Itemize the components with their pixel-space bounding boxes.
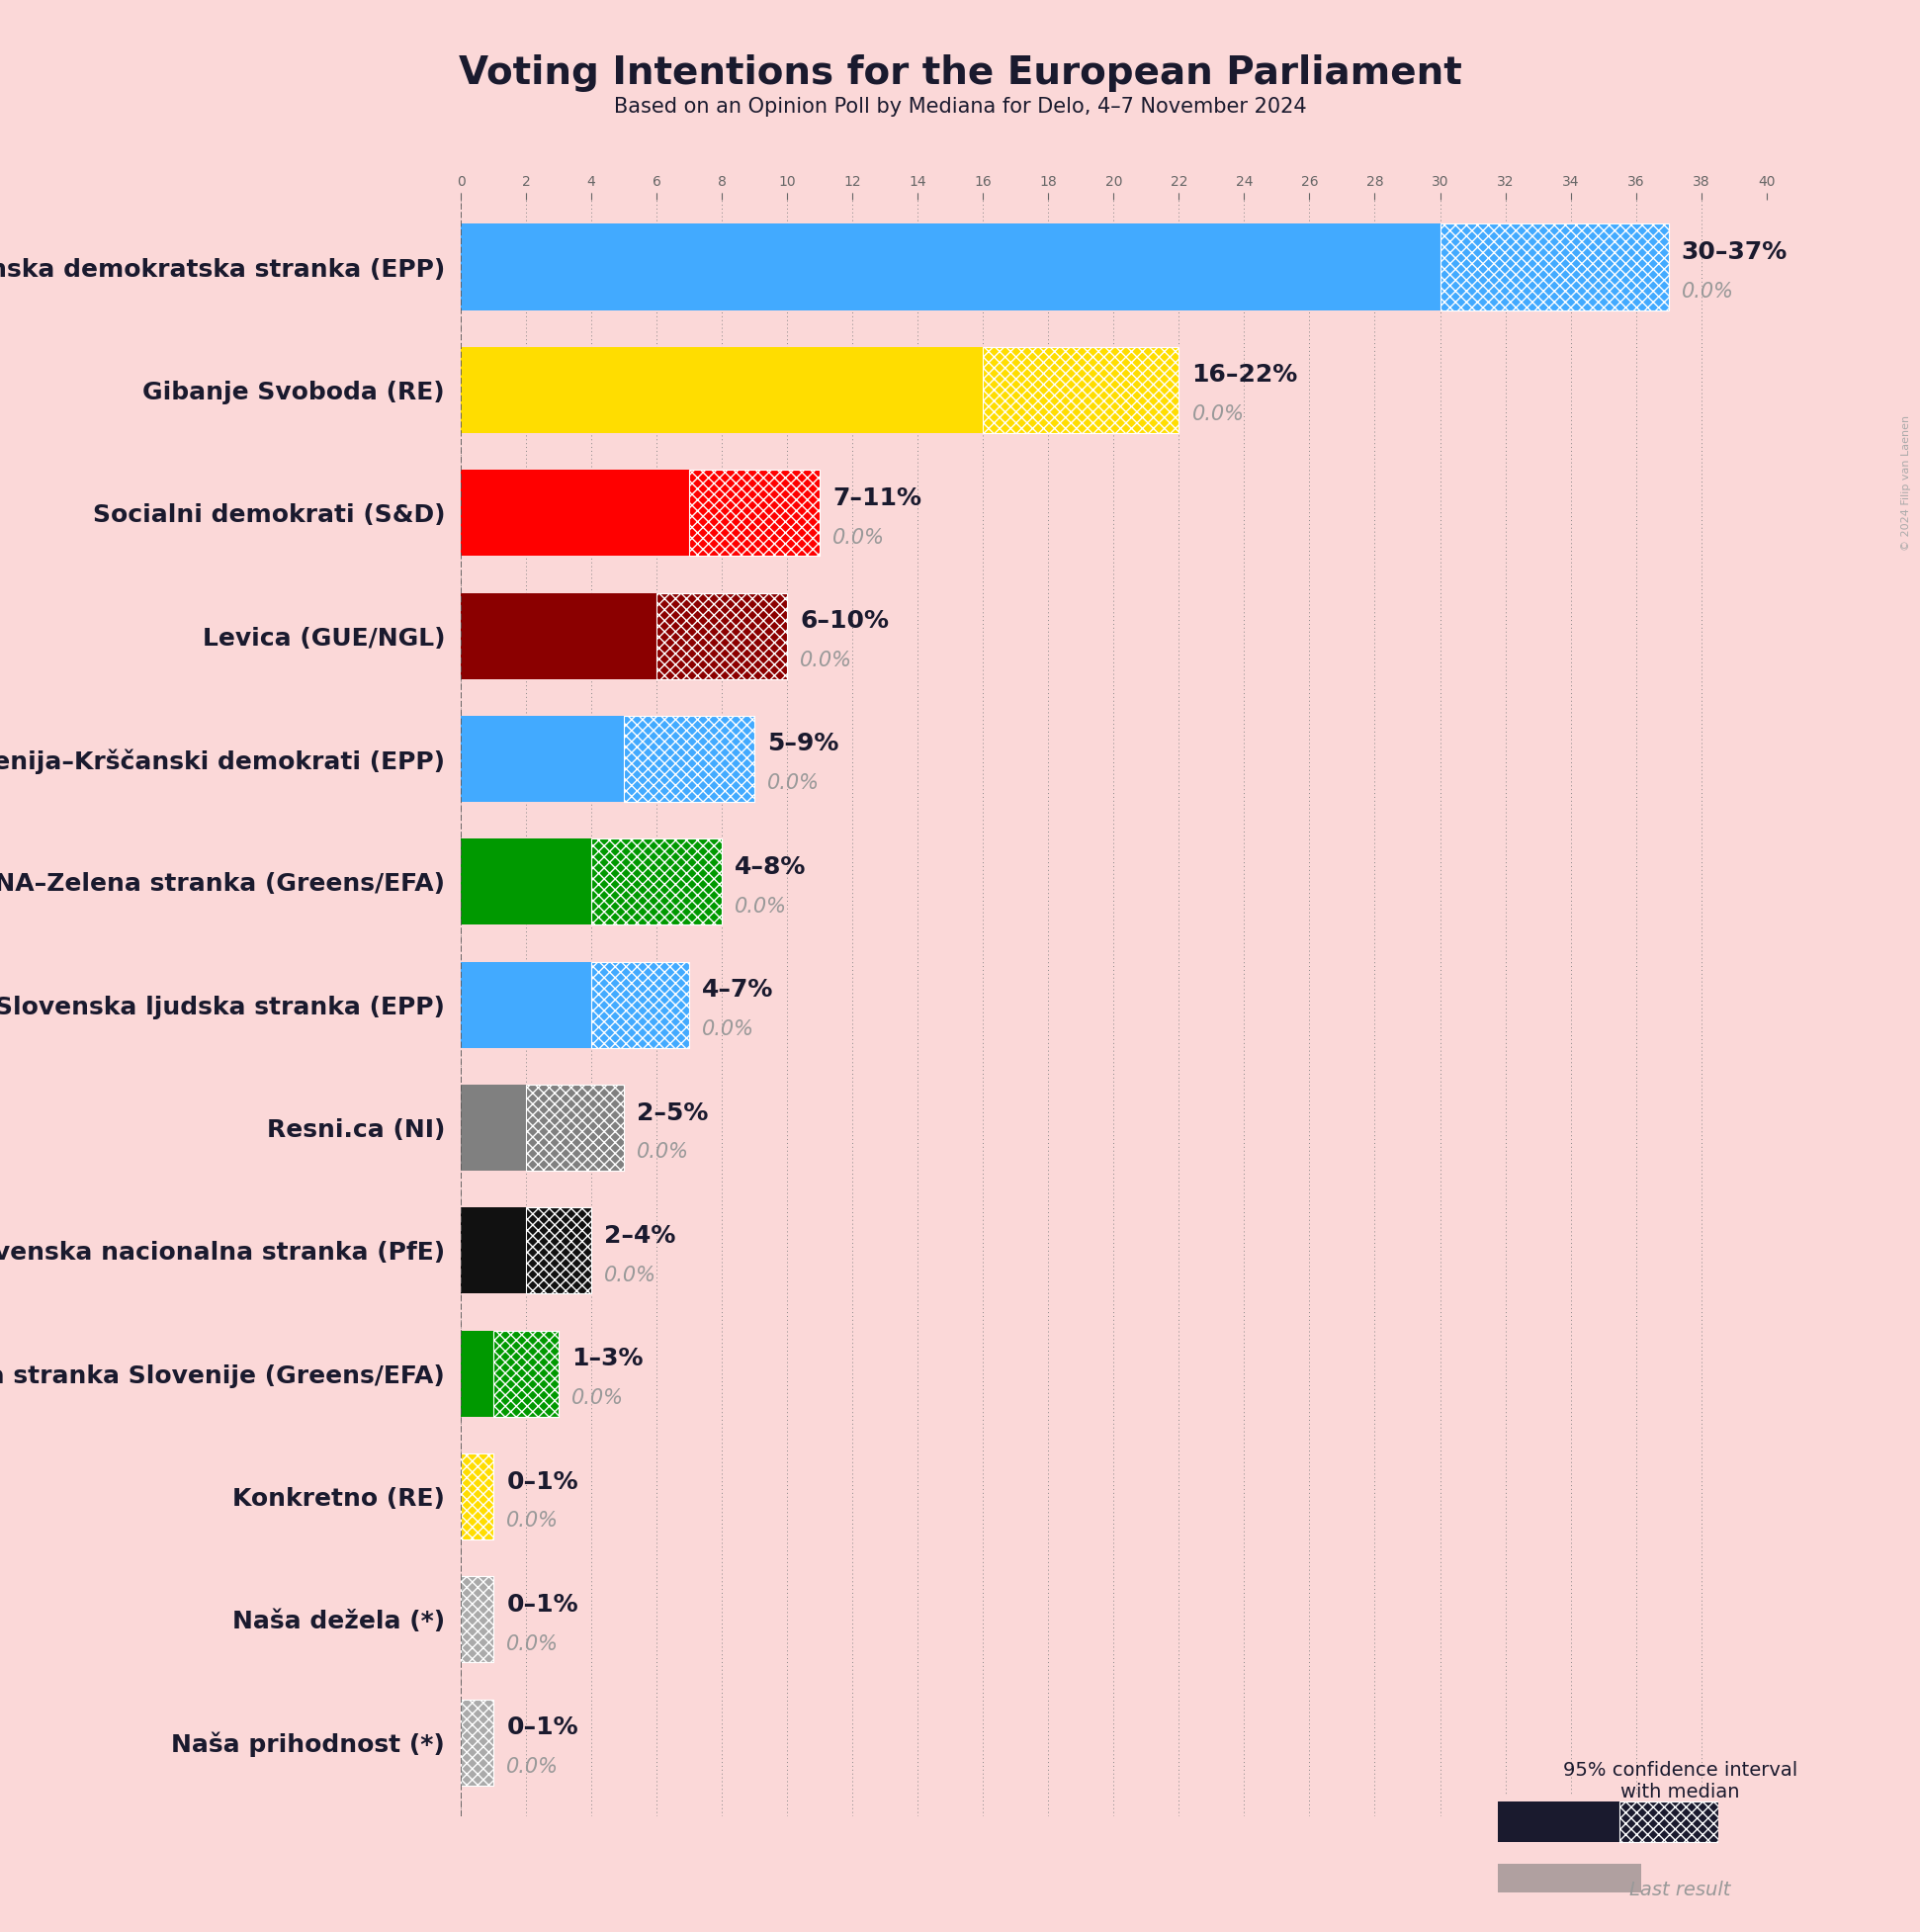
Bar xyxy=(461,348,983,433)
Text: 0.0%: 0.0% xyxy=(1192,404,1244,425)
Text: 16–22%: 16–22% xyxy=(1192,363,1298,386)
Bar xyxy=(461,469,689,556)
Text: 0.0%: 0.0% xyxy=(833,527,885,547)
Bar xyxy=(1498,1862,1642,1893)
Bar xyxy=(624,715,755,802)
Bar xyxy=(461,1453,493,1540)
Bar xyxy=(1619,1801,1718,1843)
Bar xyxy=(461,1331,493,1416)
Text: 4–8%: 4–8% xyxy=(735,856,806,879)
Text: 0.0%: 0.0% xyxy=(1682,282,1734,301)
Bar xyxy=(461,1577,493,1662)
Bar xyxy=(526,1084,624,1171)
Bar xyxy=(689,469,820,556)
Bar xyxy=(461,593,657,678)
Bar xyxy=(591,838,722,925)
Bar xyxy=(526,1208,591,1294)
Bar xyxy=(624,715,755,802)
Bar xyxy=(461,1577,493,1662)
Text: 0.0%: 0.0% xyxy=(801,651,852,670)
Bar xyxy=(657,593,787,678)
Text: 2–5%: 2–5% xyxy=(637,1101,708,1124)
Text: 0.0%: 0.0% xyxy=(703,1020,755,1039)
Text: Based on an Opinion Poll by Mediana for Delo, 4–7 November 2024: Based on an Opinion Poll by Mediana for … xyxy=(614,97,1306,116)
Bar xyxy=(591,962,689,1047)
Text: 0.0%: 0.0% xyxy=(507,1511,559,1530)
Text: © 2024 Filip van Laenen: © 2024 Filip van Laenen xyxy=(1901,415,1912,551)
Text: 0.0%: 0.0% xyxy=(768,773,820,794)
Bar xyxy=(983,348,1179,433)
Bar xyxy=(493,1331,559,1416)
Bar xyxy=(461,1700,493,1785)
Bar xyxy=(1440,224,1668,309)
Bar xyxy=(657,593,787,678)
Bar xyxy=(591,962,689,1047)
Text: Last result: Last result xyxy=(1630,1880,1730,1899)
Bar xyxy=(461,715,624,802)
Text: 0.0%: 0.0% xyxy=(735,896,787,916)
Bar xyxy=(526,1084,624,1171)
Bar xyxy=(1440,224,1668,309)
Text: 4–7%: 4–7% xyxy=(703,978,774,1003)
Text: 30–37%: 30–37% xyxy=(1682,240,1788,265)
Text: 2–4%: 2–4% xyxy=(605,1223,676,1248)
Text: 0.0%: 0.0% xyxy=(507,1756,559,1777)
Bar xyxy=(461,1700,493,1785)
Bar xyxy=(591,838,722,925)
Text: 0–1%: 0–1% xyxy=(507,1470,578,1493)
Text: 0–1%: 0–1% xyxy=(507,1592,578,1617)
Bar xyxy=(493,1331,559,1416)
Bar xyxy=(461,962,591,1047)
Bar xyxy=(983,348,1179,433)
Bar xyxy=(461,224,1440,309)
Text: 0.0%: 0.0% xyxy=(605,1265,657,1285)
Bar xyxy=(461,1208,526,1294)
Text: 1–3%: 1–3% xyxy=(572,1347,643,1370)
Text: 95% confidence interval
with median: 95% confidence interval with median xyxy=(1563,1762,1797,1801)
Text: Voting Intentions for the European Parliament: Voting Intentions for the European Parli… xyxy=(459,54,1461,91)
Text: 7–11%: 7–11% xyxy=(833,487,922,510)
Bar xyxy=(1498,1801,1619,1843)
Text: 0.0%: 0.0% xyxy=(637,1142,689,1161)
Bar xyxy=(689,469,820,556)
Text: 0–1%: 0–1% xyxy=(507,1716,578,1739)
Bar xyxy=(461,1084,526,1171)
Bar xyxy=(461,838,591,925)
Bar xyxy=(1619,1801,1718,1843)
Text: 0.0%: 0.0% xyxy=(572,1389,624,1408)
Text: 6–10%: 6–10% xyxy=(801,609,889,634)
Bar xyxy=(526,1208,591,1294)
Text: 0.0%: 0.0% xyxy=(507,1634,559,1654)
Text: 5–9%: 5–9% xyxy=(768,732,839,755)
Bar xyxy=(461,1453,493,1540)
